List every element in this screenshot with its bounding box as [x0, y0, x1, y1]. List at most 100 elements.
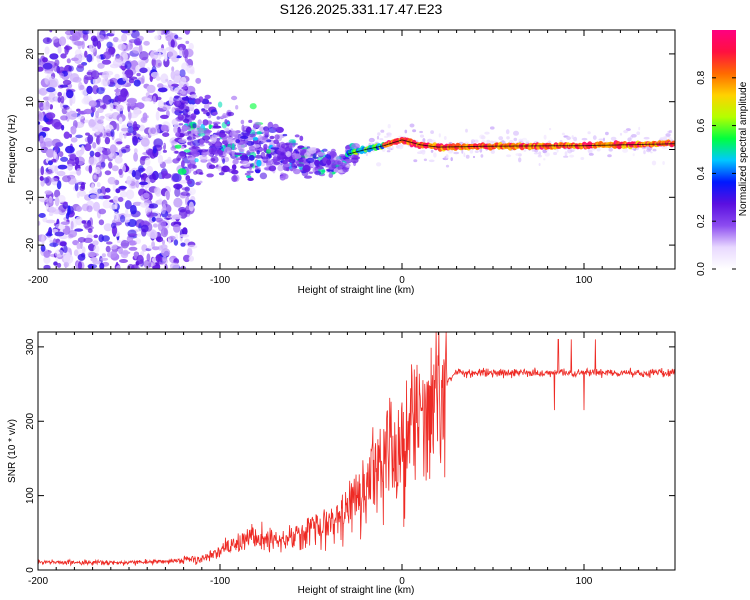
spectral-blob: [118, 132, 123, 140]
spectral-blob: [443, 136, 447, 140]
spectral-blob: [95, 110, 100, 119]
spectral-blob: [193, 110, 200, 115]
spectral-blob: [177, 168, 187, 175]
spectral-blob: [253, 121, 262, 128]
spectral-blob: [486, 139, 491, 143]
spectral-blob: [203, 129, 211, 136]
spectral-blob: [181, 160, 185, 168]
y-tick-label: 10: [25, 96, 36, 108]
spectral-blob: [277, 164, 284, 172]
spectral-blob: [256, 131, 263, 135]
spectral-blob: [122, 249, 129, 256]
spectral-blob: [87, 228, 93, 234]
spectral-blob: [101, 59, 112, 65]
spectral-blob: [587, 131, 591, 135]
spectral-blob: [538, 151, 542, 156]
spectral-blob: [57, 46, 62, 54]
spectral-ridge: [347, 139, 675, 155]
spectral-blob: [124, 60, 132, 70]
spectral-blob: [330, 159, 340, 166]
spectral-blob: [106, 241, 113, 245]
spectral-blob: [132, 135, 139, 146]
spectral-blob: [412, 129, 417, 133]
spectral-blob: [74, 228, 84, 232]
spectral-blob: [119, 191, 128, 198]
spectral-blob: [543, 134, 547, 140]
spectral-blob: [469, 149, 474, 154]
spectral-blob: [248, 119, 253, 123]
spectral-blob: [69, 73, 80, 83]
spectral-blob: [183, 118, 190, 124]
spectral-blob: [187, 161, 192, 168]
spectral-blob: [295, 148, 301, 151]
spectral-blob: [178, 97, 183, 101]
spectral-blob: [282, 133, 288, 137]
spectral-blob: [70, 125, 77, 135]
spectral-blob: [101, 253, 106, 258]
spectral-blob: [103, 223, 113, 232]
spectral-blob: [173, 224, 181, 233]
spectral-blob: [115, 188, 121, 194]
spectral-blob: [64, 30, 75, 36]
spectral-blob: [326, 169, 335, 173]
spectral-blob: [48, 227, 53, 236]
spectral-blob: [212, 125, 222, 129]
spectral-blob: [622, 148, 628, 153]
spectral-blob: [133, 152, 139, 162]
spectral-blob: [379, 138, 384, 141]
spectral-blob: [58, 36, 67, 46]
spectral-blob: [387, 146, 392, 151]
spectral-blob: [100, 77, 111, 87]
spectral-blob: [505, 129, 510, 135]
spectral-blob: [198, 133, 206, 137]
spectral-blob: [263, 145, 268, 148]
spectral-blob: [139, 181, 148, 186]
spectral-blob: [169, 262, 180, 269]
spectral-blob: [109, 244, 118, 250]
spectral-blob: [49, 30, 53, 33]
spectral-blob: [652, 148, 657, 152]
spectral-blob: [610, 136, 617, 141]
spectral-blob: [161, 104, 171, 111]
spectral-blob: [107, 251, 117, 258]
spectral-blob: [86, 85, 93, 95]
spectral-blob: [248, 154, 255, 161]
spectral-blob: [127, 97, 137, 104]
spectral-blob: [124, 200, 132, 210]
spectral-blob: [157, 83, 164, 89]
spectral-blob: [76, 168, 82, 176]
spectral-blob: [179, 50, 183, 57]
spectral-blob: [240, 135, 249, 140]
spectral-blob: [51, 138, 61, 148]
spectral-blob: [588, 153, 594, 156]
spectral-blob: [404, 129, 408, 134]
spectral-blob: [119, 259, 128, 263]
spectral-blob: [179, 90, 187, 95]
spectral-blob: [96, 54, 101, 63]
spectral-blob: [48, 92, 56, 103]
spectral-blob: [40, 179, 45, 187]
spectral-blob: [161, 170, 169, 177]
spectral-blob: [317, 166, 324, 170]
spectral-blob: [73, 249, 79, 257]
spectral-blob: [139, 67, 148, 74]
spectral-blob: [110, 129, 115, 138]
spectral-blob: [59, 84, 69, 88]
spectral-blob: [184, 30, 191, 35]
colorbar-tick-label: 0.2: [696, 214, 707, 228]
spectral-blob: [115, 104, 124, 112]
spectral-blob: [284, 146, 291, 152]
spectral-blob: [146, 253, 151, 262]
spectral-blob: [274, 134, 280, 140]
snr-ticks: -200 -100 0 100 0 100 200 300: [25, 332, 676, 587]
spectral-blob: [126, 102, 136, 107]
spectral-blob: [74, 182, 79, 192]
spectral-blob: [479, 147, 483, 153]
spectral-blob: [147, 177, 151, 185]
spectral-blob: [76, 242, 81, 250]
spectral-blob: [94, 126, 102, 136]
spectral-blob: [177, 114, 184, 121]
spectral-blob: [45, 176, 52, 186]
spectral-blob: [220, 166, 226, 174]
spectral-blob: [461, 149, 464, 154]
